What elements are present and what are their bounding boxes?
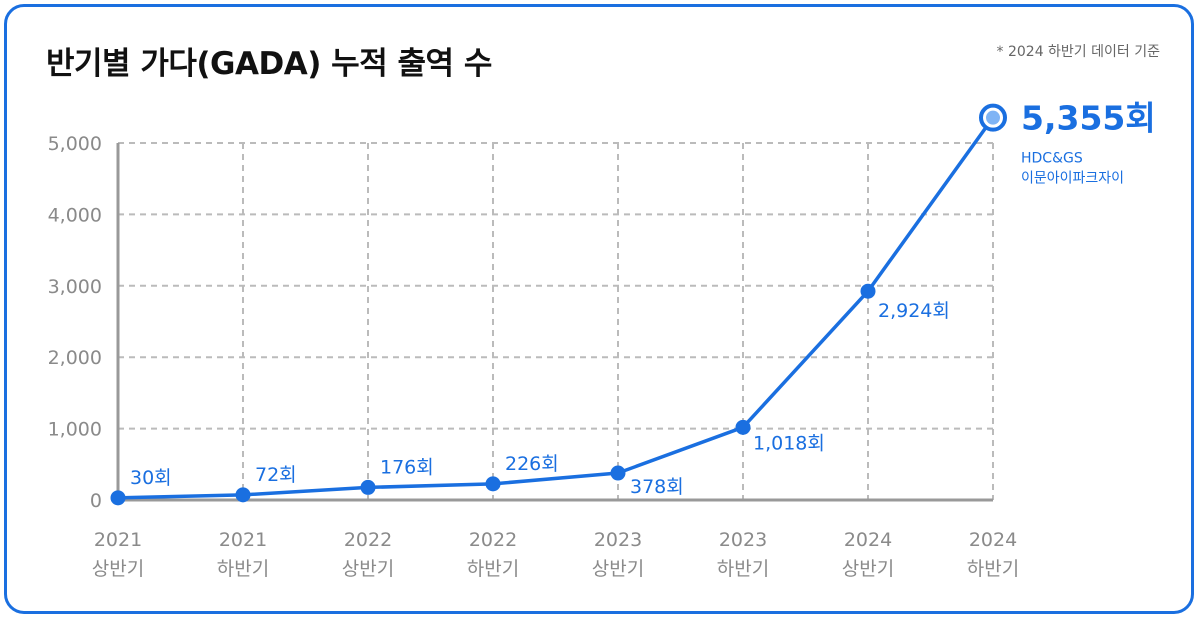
x-tick-label-year: 2021: [219, 529, 267, 551]
data-label: 72회: [255, 464, 297, 486]
data-label: 176회: [380, 456, 434, 478]
x-tick-label-half: 하반기: [467, 558, 519, 580]
x-tick-label-year: 2023: [594, 529, 642, 551]
highlight-sub-label: HDC&GS: [1021, 151, 1083, 167]
x-tick-label-year: 2024: [969, 529, 1017, 551]
x-tick-label-half: 상반기: [342, 558, 394, 580]
x-tick-label-half: 상반기: [592, 558, 644, 580]
x-tick-label-year: 2022: [344, 529, 392, 551]
x-tick-label-half: 하반기: [717, 558, 769, 580]
y-tick-label: 5,000: [48, 133, 102, 155]
data-point: [110, 490, 126, 506]
y-tick-label: 4,000: [48, 204, 102, 226]
data-point-highlight: [986, 110, 1000, 125]
y-tick-label: 2,000: [48, 347, 102, 369]
data-point: [610, 465, 626, 481]
data-point: [735, 419, 751, 435]
data-point: [485, 476, 501, 492]
page-title: 반기별 가다(GADA) 누적 출역 수: [46, 46, 492, 82]
data-note: * 2024 하반기 데이터 기준: [996, 44, 1160, 60]
data-label: 1,018회: [753, 432, 825, 454]
data-point: [360, 479, 376, 495]
data-label: 30회: [130, 467, 172, 489]
y-tick-label: 0: [90, 490, 102, 512]
highlight-value-label: 5,355회: [1021, 99, 1156, 138]
y-tick-label: 1,000: [48, 419, 102, 441]
data-point: [235, 487, 251, 503]
data-point: [860, 283, 876, 299]
data-label: 2,924회: [878, 300, 950, 322]
data-label: 226회: [505, 453, 559, 475]
x-tick-label-year: 2024: [844, 529, 892, 551]
x-tick-label-year: 2023: [719, 529, 767, 551]
x-tick-label-year: 2021: [94, 529, 142, 551]
y-tick-label: 3,000: [48, 276, 102, 298]
data-label: 378회: [630, 476, 684, 498]
x-tick-label-half: 하반기: [217, 558, 269, 580]
x-tick-label-half: 상반기: [842, 558, 894, 580]
x-tick-label-year: 2022: [469, 529, 517, 551]
series-line: [116, 115, 995, 500]
x-tick-label-half: 상반기: [92, 558, 144, 580]
x-tick-label-half: 하반기: [967, 558, 1019, 580]
highlight-sub-label: 이문아이파크자이: [1021, 171, 1124, 187]
